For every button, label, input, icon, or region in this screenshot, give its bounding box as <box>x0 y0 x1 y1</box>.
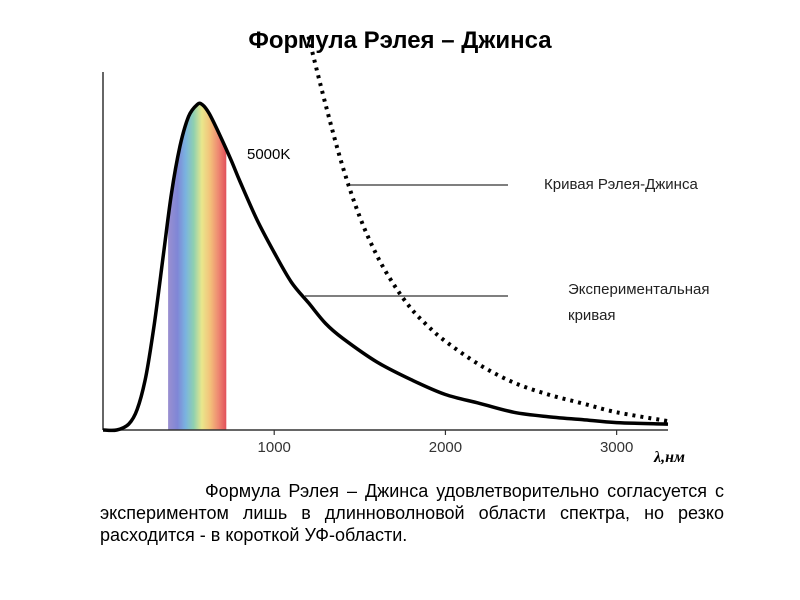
x-axis-label: λ,нм <box>653 449 685 466</box>
temperature-label: 5000K <box>247 146 290 163</box>
experimental-curve-label: Экспериментальная кривая <box>568 281 714 324</box>
x-axis-tick-labels: 1000 2000 3000 <box>258 439 634 456</box>
x-tick-label-2000: 2000 <box>429 439 462 456</box>
x-tick-label-1000: 1000 <box>258 439 291 456</box>
caption: Формула Рэлея – Джинса удовлетворительно… <box>100 480 724 546</box>
page-title: Формула Рэлея – Джинса <box>248 27 552 54</box>
experimental-curve <box>102 101 669 433</box>
rj-curve-label: Кривая Рэлея-Джинса <box>544 176 698 193</box>
experimental-label-line-2: кривая <box>568 307 616 324</box>
experimental-label-line-1: Экспериментальная <box>568 281 710 298</box>
x-tick-label-3000: 3000 <box>600 439 633 456</box>
caption-text: Формула Рэлея – Джинса удовлетворительно… <box>100 481 724 545</box>
rayleigh-jeans-curve <box>306 36 669 424</box>
x-axis-ticks <box>273 430 618 435</box>
